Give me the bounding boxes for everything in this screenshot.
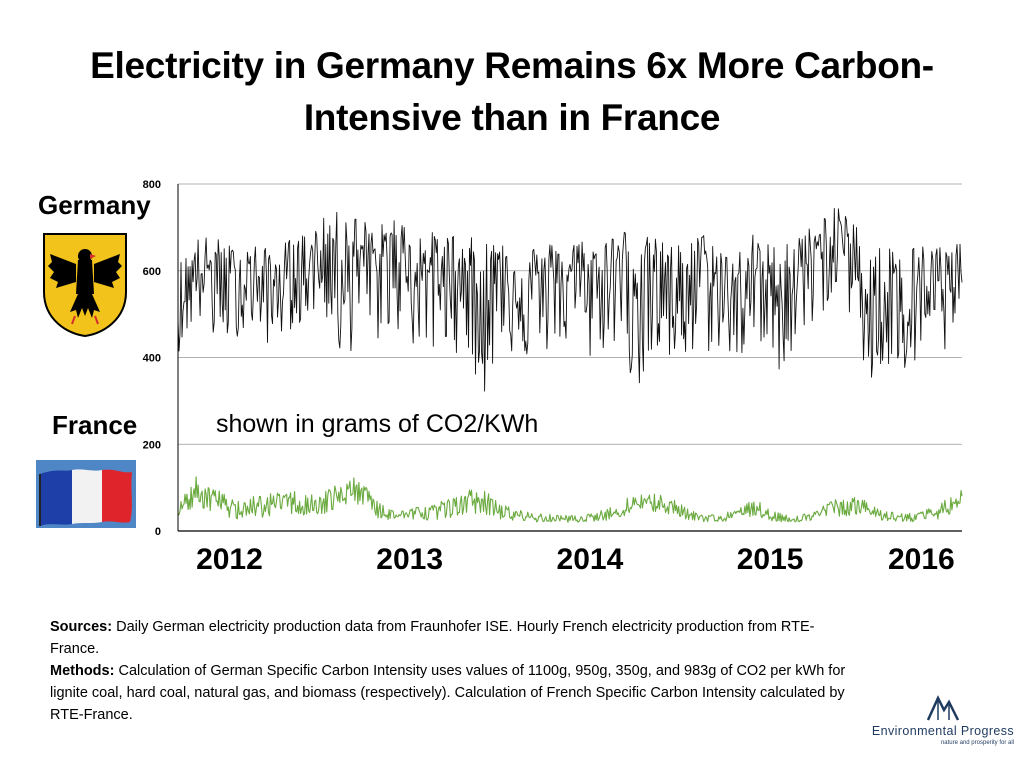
carbon-intensity-chart: 0 200 400 600 800 [143,179,963,538]
x-tick-label-2012: 2012 [196,543,263,576]
logo-tagline: nature and prosperity for all [940,740,1014,746]
germany-label: Germany [38,190,151,220]
sources-block: Sources: Daily German electricity produc… [50,616,850,726]
france-label: France [52,410,138,440]
environmental-progress-logo: Environmental Progress nature and prospe… [868,690,1018,754]
unit-note: shown in grams of CO2/KWh [216,410,539,438]
y-tick-label-400: 400 [143,353,161,365]
france-flag-icon [36,460,136,528]
x-tick-label-2013: 2013 [376,543,444,576]
y-tick-label-200: 200 [143,439,161,451]
y-tick-label-800: 800 [143,179,161,191]
sources-heading: Sources: [50,619,113,635]
logo-name: Environmental Progress [871,724,1015,738]
chart-grid [178,183,962,445]
sources-text: Daily German electricity production data… [50,619,815,657]
germany-coat-of-arms-icon [43,233,127,338]
series-line-germany [177,207,963,392]
mountains-icon [926,695,960,721]
series-line-france [177,476,963,523]
x-tick-label-2014: 2014 [556,543,624,576]
y-tick-label-0: 0 [155,526,161,538]
y-axis-ticks: 0 200 400 600 800 [143,179,161,538]
page-title: Electricity in Germany Remains 6x More C… [90,45,934,138]
methods-text: Calculation of German Specific Carbon In… [50,663,846,723]
chart-series [177,207,963,523]
x-tick-label-2016: 2016 [888,543,955,576]
y-tick-label-600: 600 [143,266,161,278]
methods-heading: Methods: [50,663,115,679]
x-tick-label-2015: 2015 [736,543,804,576]
